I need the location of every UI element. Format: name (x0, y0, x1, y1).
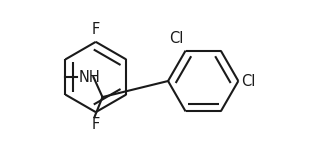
Text: Cl: Cl (241, 73, 256, 89)
Text: NH: NH (78, 69, 100, 85)
Text: F: F (92, 117, 100, 132)
Text: F: F (92, 22, 100, 37)
Text: Cl: Cl (169, 30, 184, 46)
